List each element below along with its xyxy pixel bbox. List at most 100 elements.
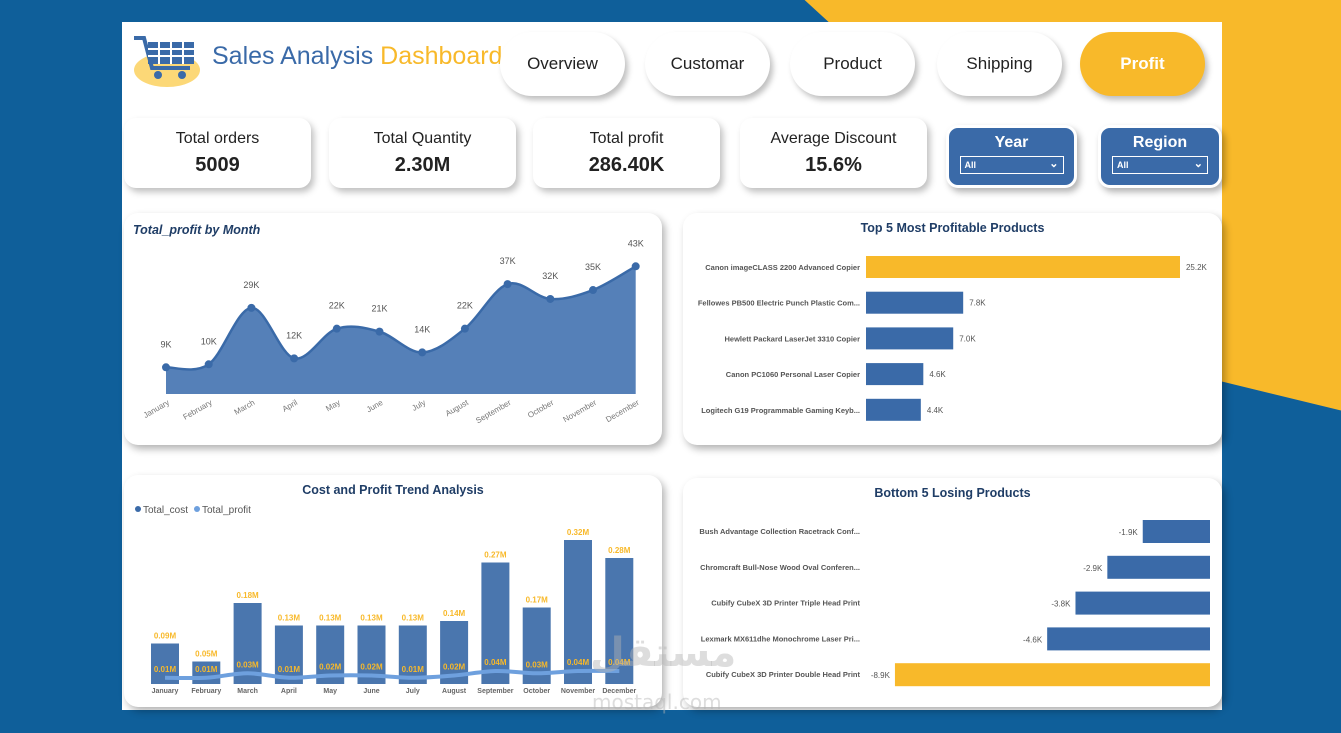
bar — [866, 327, 954, 350]
data-label: -1.9K — [1119, 528, 1139, 537]
x-tick-label: August — [444, 398, 471, 419]
data-point — [204, 360, 213, 369]
x-tick-label: October — [523, 688, 550, 695]
x-tick-label: August — [442, 688, 467, 695]
data-point — [332, 324, 341, 333]
x-tick-label: July — [406, 688, 420, 695]
category-label: Cubify CubeX 3D Printer Double Head Prin… — [706, 670, 861, 679]
tab-shipping[interactable]: Shipping — [937, 32, 1062, 96]
cost-bar — [233, 603, 262, 684]
kpi-label: Total orders — [175, 130, 260, 147]
kpi-value: 286.40K — [588, 154, 665, 176]
profit-data-label: 0.03M — [526, 660, 549, 669]
cost-bar — [564, 540, 592, 684]
x-tick-label: October — [526, 398, 555, 420]
year-dropdown[interactable]: All ⌄ — [959, 156, 1064, 174]
category-label: Hewlett Packard LaserJet 3310 Copier — [725, 334, 861, 343]
kpi-average-discount: Average Discount 15.6% — [740, 118, 927, 188]
category-label: Lexmark MX611dhe Monochrome Laser Pri... — [701, 634, 860, 643]
kpi-value: 5009 — [195, 154, 240, 176]
data-point — [460, 324, 469, 333]
cost-bar — [274, 625, 303, 684]
profit-data-label: 0.01M — [195, 665, 218, 674]
slicer-label: Region — [1132, 134, 1188, 151]
profit-data-label: 0.02M — [443, 663, 466, 672]
bar — [894, 663, 1210, 687]
cost-bar — [605, 558, 634, 684]
x-tick-label: September — [477, 688, 513, 695]
data-point — [162, 363, 170, 372]
bar — [866, 398, 921, 421]
cost-data-label: 0.14M — [443, 609, 466, 618]
category-label: Cubify CubeX 3D Printer Triple Head Prin… — [711, 599, 860, 608]
bar — [866, 291, 964, 314]
kpi-total-profit: Total profit 286.40K — [533, 118, 720, 188]
bar — [1047, 627, 1210, 651]
bar — [1107, 555, 1210, 579]
tab-customar[interactable]: Customar — [645, 32, 770, 96]
data-label: 43K — [628, 238, 644, 248]
data-point — [247, 303, 256, 312]
profit-data-label: 0.04M — [608, 658, 631, 667]
category-label: Logitech G19 Programmable Gaming Keyb... — [701, 406, 860, 415]
data-label: 37K — [500, 256, 516, 266]
kpi-total-quantity: Total Quantity 2.30M — [329, 118, 516, 188]
kpi-value: 2.30M — [394, 154, 451, 176]
kpi-label: Total Quantity — [373, 130, 472, 147]
data-point — [290, 354, 299, 363]
slicer-label: Year — [994, 134, 1029, 151]
chart-title: Total_profit by Month — [133, 223, 261, 237]
data-point — [546, 294, 555, 303]
bar — [866, 256, 1180, 278]
data-label: 14K — [414, 324, 430, 334]
kpi-label: Average Discount — [770, 130, 897, 147]
cost-data-label: 0.13M — [278, 614, 301, 623]
tab-profit[interactable]: Profit — [1080, 32, 1205, 96]
x-tick-label: January — [142, 398, 171, 420]
x-tick-label: June — [365, 398, 385, 415]
region-dropdown[interactable]: All ⌄ — [1112, 156, 1208, 174]
top-products-bar-chart: Canon imageCLASS 2200 Advanced Copier 25.… — [698, 256, 1208, 421]
data-label: 7.0K — [959, 334, 976, 343]
x-tick-label: June — [363, 688, 379, 695]
shopping-cart-logo-icon — [130, 30, 205, 92]
kpi-total-orders: Total orders 5009 — [124, 118, 311, 188]
data-label: 4.4K — [927, 406, 944, 415]
cost-data-label: 0.28M — [608, 546, 631, 555]
legend-label: Total_profit — [202, 505, 251, 516]
tab-product[interactable]: Product — [790, 32, 915, 96]
data-point — [503, 280, 512, 289]
bottom-products-card: Bottom 5 Losing Products Bush Advantage … — [683, 478, 1222, 707]
x-tick-label: November — [561, 688, 596, 695]
cost-profit-trend-card: Cost and Profit Trend Analysis Total_cos… — [124, 475, 662, 707]
profit-line — [164, 668, 620, 681]
data-label: 4.6K — [929, 370, 946, 379]
x-tick-label: November — [562, 398, 599, 424]
data-label: 21K — [371, 304, 387, 314]
watermark: مستقل — [590, 630, 737, 676]
data-label: -4.6K — [1023, 635, 1043, 644]
year-slicer: Year All ⌄ — [946, 125, 1077, 188]
region-slicer: Region All ⌄ — [1098, 125, 1222, 188]
legend-label: Total_cost — [143, 505, 188, 516]
chart-title: Cost and Profit Trend Analysis — [302, 483, 484, 497]
data-label: -3.8K — [1051, 600, 1071, 609]
x-tick-label: December — [602, 688, 636, 695]
data-label: 29K — [243, 280, 259, 290]
data-label: 25.2K — [1186, 263, 1208, 272]
kpi-label: Total profit — [589, 130, 664, 147]
data-point — [631, 262, 640, 271]
cost-data-label: 0.05M — [195, 650, 218, 659]
cost-bar — [398, 625, 427, 684]
tab-overview[interactable]: Overview — [500, 32, 625, 96]
x-tick-label: May — [323, 688, 337, 695]
x-tick-label: January — [152, 688, 179, 695]
x-tick-label: February — [191, 688, 221, 695]
bar — [1142, 520, 1210, 543]
data-label: 7.8K — [969, 299, 986, 308]
cost-data-label: 0.13M — [360, 614, 383, 623]
category-label: Chromcraft Bull-Nose Wood Oval Conferen.… — [700, 563, 860, 572]
profit-data-label: 0.01M — [278, 665, 301, 674]
area-fill — [166, 266, 636, 394]
x-tick-label: April — [281, 398, 300, 414]
